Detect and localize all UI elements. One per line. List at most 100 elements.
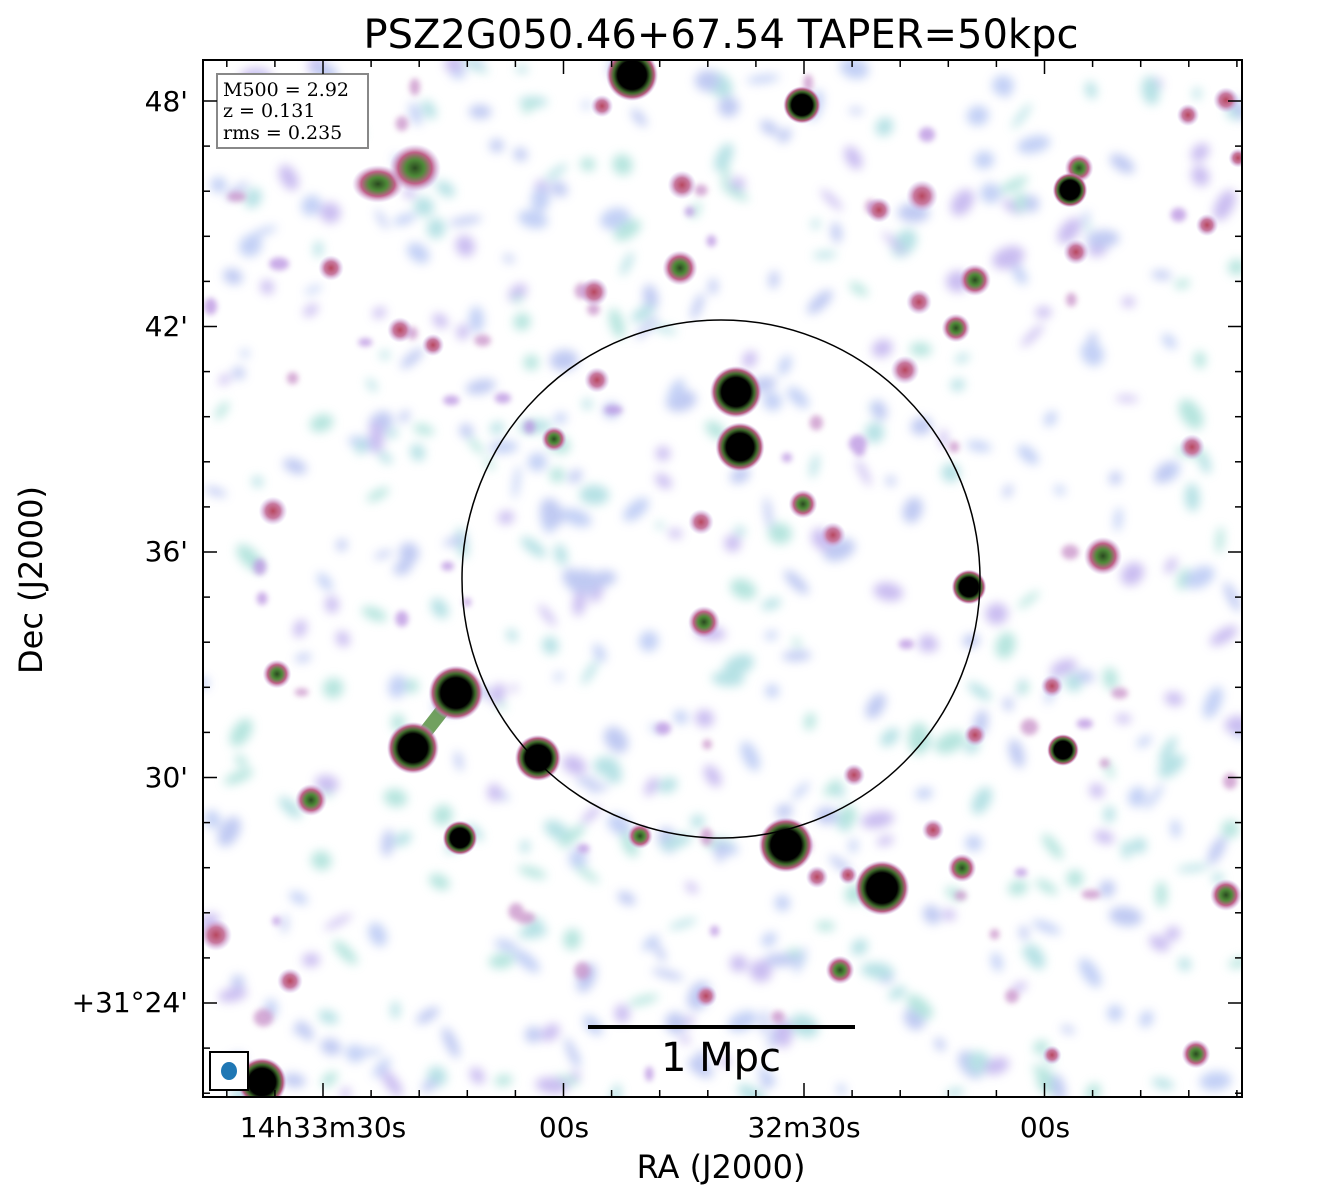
noise-blob	[398, 410, 410, 423]
x-tick-label: 32m30s	[747, 1111, 860, 1144]
noise-blob	[809, 415, 823, 431]
noise-blob	[518, 866, 547, 879]
x-axis-label: RA (J2000)	[637, 1148, 806, 1186]
noise-blob	[217, 816, 241, 847]
noise-blob	[386, 428, 399, 439]
radio-source-bright	[758, 817, 814, 873]
radio-source-faint	[1063, 239, 1089, 265]
noise-blob	[685, 881, 698, 894]
noise-blob	[1170, 207, 1187, 222]
noise-blob	[311, 850, 332, 871]
noise-blob	[324, 913, 353, 930]
noise-blob	[1011, 103, 1032, 129]
noise-blob	[510, 684, 518, 693]
noise-blob	[1115, 395, 1139, 402]
noise-blob	[740, 741, 760, 772]
noise-blob	[950, 378, 966, 391]
noise-blob	[742, 350, 757, 368]
noise-blob	[358, 338, 373, 347]
noise-blob	[1159, 736, 1177, 764]
noise-blob	[1050, 659, 1077, 676]
noise-blob	[1014, 191, 1026, 213]
noise-blob	[864, 422, 885, 444]
noise-blob	[388, 674, 407, 699]
noise-blob	[410, 443, 426, 461]
noise-blob	[448, 1033, 457, 1052]
noise-blob	[603, 726, 629, 753]
noise-blob	[313, 241, 323, 258]
noise-blob	[721, 165, 730, 188]
y-tick-label: 48'	[145, 85, 188, 118]
radio-source-compact	[788, 489, 818, 519]
y-tick-labels: 48' 42' 36' 30' +31°24'	[72, 85, 188, 1019]
noise-blob	[694, 184, 708, 196]
noise-blob	[777, 128, 792, 143]
noise-blob	[395, 116, 409, 131]
radio-source-compact	[825, 955, 855, 985]
noise-blob	[1145, 784, 1164, 810]
noise-blob	[919, 634, 938, 652]
radio-source-faint	[203, 919, 232, 951]
noise-blob	[1223, 773, 1238, 790]
noise-blob	[1177, 864, 1209, 872]
noise-blob	[515, 65, 529, 73]
noise-blob	[729, 955, 748, 972]
noise-blob	[409, 102, 422, 126]
noise-blob	[992, 75, 1014, 96]
noise-blob	[293, 619, 307, 638]
noise-blob	[1003, 697, 1014, 711]
noise-blob	[1081, 340, 1104, 367]
noise-blob	[374, 550, 393, 559]
noise-blob	[668, 918, 697, 930]
noise-blob	[488, 953, 515, 969]
noise-blob	[700, 828, 713, 846]
noise-blob	[774, 894, 791, 912]
noise-blob	[443, 395, 460, 406]
noise-blob	[718, 96, 740, 117]
noise-blob	[577, 844, 590, 853]
noise-blob	[690, 292, 705, 320]
radio-source-bright	[715, 422, 765, 472]
radio-source-faint	[667, 170, 697, 200]
noise-blob	[873, 582, 904, 602]
radio-sources	[203, 60, 1242, 1097]
noise-blob	[860, 962, 894, 979]
noise-blob	[1227, 259, 1242, 276]
noise-blob	[875, 117, 894, 137]
radio-source-faint	[387, 317, 413, 343]
noise-blob	[934, 731, 966, 754]
noise-blob	[1035, 306, 1052, 318]
noise-blob	[635, 315, 659, 340]
radio-source-faint	[805, 865, 829, 889]
noise-blob	[524, 1026, 542, 1043]
noise-blob	[581, 805, 601, 824]
radio-source-bright	[783, 86, 821, 124]
noise-blob	[849, 282, 868, 297]
x-tick-labels: 14h33m30s 00s 32m30s 00s	[240, 1111, 1070, 1144]
noise-blob	[1115, 714, 1132, 724]
noise-blob	[456, 324, 469, 340]
noise-blob	[487, 783, 502, 802]
noise-blob	[655, 473, 672, 489]
noise-blob	[251, 225, 277, 237]
noise-blob	[811, 219, 820, 229]
noise-blob	[441, 561, 454, 571]
noise-blob	[235, 754, 248, 768]
noise-blob	[1216, 526, 1224, 554]
plot-frame	[202, 59, 1243, 1098]
noise-blob	[513, 294, 523, 304]
noise-blob	[527, 452, 547, 472]
noise-blob	[1151, 1078, 1174, 1090]
noise-blob	[851, 939, 868, 956]
noise-blob	[409, 78, 421, 96]
noise-blob	[768, 270, 779, 289]
noise-blob	[494, 1074, 513, 1087]
noise-blob	[1061, 544, 1079, 560]
noise-blob	[1136, 735, 1152, 748]
noise-blob	[1154, 462, 1173, 484]
noise-blob	[1178, 399, 1204, 430]
noise-blob	[372, 307, 386, 319]
noise-blob	[642, 934, 660, 951]
noise-blob	[918, 127, 936, 142]
noise-blob	[579, 568, 598, 593]
